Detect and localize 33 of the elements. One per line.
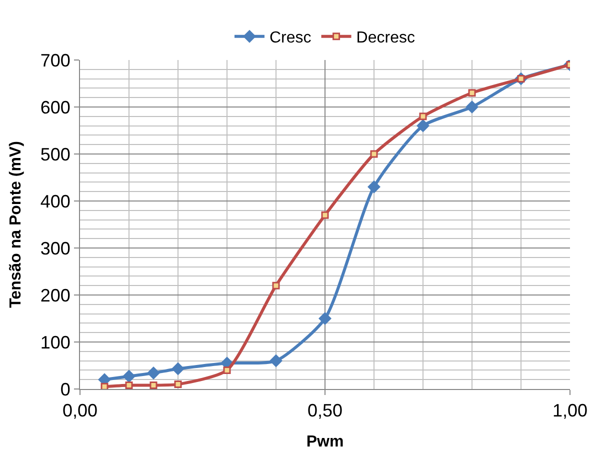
y-tick-label: 500 (40, 144, 70, 164)
y-tick-label: 0 (60, 379, 70, 400)
point (468, 89, 476, 97)
point (416, 119, 430, 132)
y-tick-label: 200 (40, 285, 70, 306)
legend-label: Cresc (270, 30, 312, 47)
y-tick-label: 600 (40, 97, 70, 118)
point (419, 112, 427, 120)
point (272, 282, 280, 290)
x-axis-title: Pwm (306, 433, 344, 450)
x-tick-label: 0,00 (62, 400, 98, 421)
point (125, 381, 133, 389)
y-tick-label: 100 (40, 332, 70, 352)
point (368, 180, 380, 194)
point (172, 362, 184, 376)
point (174, 380, 182, 388)
point (150, 381, 158, 389)
point (122, 370, 136, 383)
point (147, 366, 160, 380)
point (318, 312, 332, 325)
y-tick-label: 700 (40, 50, 70, 70)
point (321, 211, 329, 219)
legend-label: Decresc (356, 30, 415, 47)
y-axis-title: Tensão na Ponte (mV) (7, 141, 24, 308)
point (466, 100, 478, 114)
point (100, 382, 108, 389)
y-tick-label: 300 (40, 238, 70, 258)
x-tick-label: 0,50 (307, 400, 343, 421)
point (370, 150, 378, 158)
y-tick-label: 400 (40, 191, 70, 212)
x-tick-label: 1,00 (552, 400, 588, 421)
point (223, 366, 231, 374)
point (270, 354, 282, 368)
